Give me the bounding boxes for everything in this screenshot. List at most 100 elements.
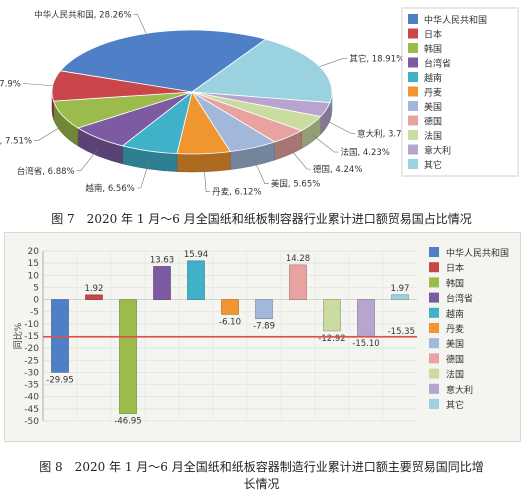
pie-data-label-item-3: 意大利, 3.74% xyxy=(357,128,415,139)
bar-reference-label: -15.35 xyxy=(388,327,415,337)
bar-legend-swatch-item-5 xyxy=(429,307,439,318)
pie-legend-swatch-item-4 xyxy=(408,57,418,68)
bar-data-label-item-8: 14.28 xyxy=(286,254,310,264)
bar-legend-label-item-4: 台湾省 xyxy=(446,293,473,305)
pie-chart: 中华人民共和国, 28.26% 其它, 18.91% 意大利, 3.74% 法国, 4… xyxy=(0,7,519,198)
pie-legend-swatch-item-9 xyxy=(408,130,418,140)
bar-item-8 xyxy=(289,264,307,300)
bar-data-label-item-3: -46.95 xyxy=(114,417,141,427)
pie-legend-label-item-11: 其它 xyxy=(424,159,442,171)
bar-item-2 xyxy=(85,294,103,300)
bar-legend-label-item-9: 法国 xyxy=(446,369,464,381)
pie-legend-swatch-item-5 xyxy=(408,72,418,82)
figure-8-caption: 图 8 2020 年 1 月～6 月全国纸和纸板容器制造行业累计进口额主要贸易国… xyxy=(0,459,523,493)
bar-legend-swatch-item-6 xyxy=(429,323,439,333)
bar-gridlines xyxy=(43,250,417,422)
pie-legend-swatch-item-11 xyxy=(408,159,418,169)
bar-y-tick-12: -35 xyxy=(24,381,39,391)
pie-data-label-item-8: 越南, 6.56% xyxy=(85,183,134,194)
pie-leader-item-7 xyxy=(203,164,211,193)
bar-item-1 xyxy=(51,299,69,373)
bar-legend-label-item-5: 越南 xyxy=(446,308,464,320)
pie-legend-label-item-8: 德国 xyxy=(424,116,442,128)
bar-legend-label-item-3: 韩国 xyxy=(446,277,464,289)
pie-legend-swatch-item-3 xyxy=(408,43,418,53)
pie-data-label-item-6: 美国, 5.65% xyxy=(271,179,320,190)
bar-item-3 xyxy=(119,299,137,414)
bar-item-11 xyxy=(391,294,409,300)
bar-y-tick-15: -50 xyxy=(24,417,39,427)
pie-data-label-item-7: 丹麦, 6.12% xyxy=(212,187,261,198)
bar-item-9 xyxy=(323,299,341,332)
figure-8-caption-line1: 图 8 2020 年 1 月～6 月全国纸和纸板容器制造行业累计进口额主要贸易国… xyxy=(39,460,484,474)
bar-series xyxy=(51,260,409,414)
pie-leader-item-1 xyxy=(133,14,147,34)
bar-y-tick-7: -10 xyxy=(24,320,39,330)
bar-item-7 xyxy=(255,299,273,320)
bar-item-4 xyxy=(153,266,171,300)
pie-data-label-item-4: 法国, 4.23% xyxy=(340,147,389,158)
pie-legend-label-item-3: 韩国 xyxy=(424,43,442,55)
bar-legend-swatch-item-3 xyxy=(429,277,439,288)
bar-y-tick-14: -45 xyxy=(24,405,39,415)
bar-chart-panel: 20 15 10 5 0 -5 -10 -15 -20 -25 -30 -35 -40 -45 -50 同比%… xyxy=(4,232,521,442)
bar-data-label-item-5: 15.94 xyxy=(184,250,208,260)
bar-y-tick-2: 15 xyxy=(28,259,39,269)
bar-legend-label-item-7: 美国 xyxy=(446,338,464,350)
bar-legend-swatch-item-11 xyxy=(429,399,439,409)
pie-legend-swatch-item-10 xyxy=(408,144,418,155)
pie-data-label-item-5: 德国, 4.24% xyxy=(313,164,362,175)
bar-y-axis-label: 同比% xyxy=(12,322,24,349)
figure-7-caption: 图 7 2020 年 1 月～6 月全国纸和纸板制容器行业累计进口额贸易国占比情… xyxy=(51,212,472,226)
pie-legend-label-item-7: 美国 xyxy=(424,101,442,113)
bar-legend-label-item-10: 意大利 xyxy=(446,384,473,396)
pie-leader-item-4 xyxy=(311,134,339,153)
pie-labels: 中华人民共和国, 28.26% 其它, 18.91% 意大利, 3.74% 法国, 4… xyxy=(0,10,415,198)
bar-legend-label-item-6: 丹麦 xyxy=(446,323,464,335)
bar-legend-swatch-item-8 xyxy=(429,353,439,364)
pie-leader-item-3 xyxy=(326,120,356,134)
pie-legend-swatch-item-6 xyxy=(408,86,418,97)
bar-legend-label-item-8: 德国 xyxy=(446,353,464,365)
pie-data-label-item-9: 台湾省, 6.88% xyxy=(17,166,75,177)
bar-data-label-item-7: -7.89 xyxy=(253,322,275,332)
bar-legend-label-item-11: 其它 xyxy=(446,399,464,411)
bar-legend-swatch-item-2 xyxy=(429,262,439,273)
pie-legend-label-item-6: 丹麦 xyxy=(424,87,442,99)
pie-top xyxy=(51,29,333,155)
bar-data-label-item-9: -12.92 xyxy=(318,334,345,344)
pie-leader-item-10 xyxy=(34,125,63,141)
pie-data-label-item-2: 其它, 18.91% xyxy=(349,53,404,64)
bar-item-6 xyxy=(221,299,239,315)
bar-legend-label-item-2: 日本 xyxy=(446,262,464,274)
bar-data-labels: -29.95 1.92 -46.95 13.63 15.94 -6.10 -7.89 14.2… xyxy=(46,250,409,427)
pie-legend-label-item-4: 台湾省 xyxy=(424,58,451,70)
pie-leader-item-11 xyxy=(22,83,53,87)
pie-legend-label-item-5: 越南 xyxy=(424,72,442,84)
pie-data-label-item-10: 韩国, 7.51% xyxy=(0,136,32,147)
pie-legend-label-item-1: 中华人民共和国 xyxy=(424,14,487,26)
pie-legend-swatch-item-1 xyxy=(408,14,418,24)
pie-leader-item-8 xyxy=(136,161,150,189)
bar-data-label-item-6: -6.10 xyxy=(219,317,241,327)
bar-legend-swatch-item-10 xyxy=(429,383,439,394)
bar-data-label-item-10: -15.10 xyxy=(352,339,379,349)
pie-data-label-item-1: 中华人民共和国, 28.26% xyxy=(34,10,131,21)
bar-y-tick-4: 5 xyxy=(33,283,39,293)
pie-leader-item-2 xyxy=(319,58,348,67)
bar-data-label-item-2: 1.92 xyxy=(85,284,104,294)
bar-y-tick-13: -40 xyxy=(24,393,39,403)
pie-legend-swatch-item-7 xyxy=(408,101,418,111)
figure-8-caption-line2: 长情况 xyxy=(243,477,280,491)
bar-y-tick-11: -30 xyxy=(24,368,39,378)
pie-legend-box xyxy=(401,7,519,177)
pie-leader-item-6 xyxy=(253,158,269,184)
bar-y-tick-9: -20 xyxy=(24,344,39,354)
bar-y-tick-1: 20 xyxy=(28,247,40,257)
bar-y-tick-6: -5 xyxy=(30,308,39,318)
bar-y-ticks: 20 15 10 5 0 -5 -10 -15 -20 -25 -30 -35 -40 -45 -50 xyxy=(24,247,39,427)
pie-chart-panel: 中华人民共和国, 28.26% 其它, 18.91% 意大利, 3.74% 法国, 4… xyxy=(0,0,523,206)
bar-chart: 20 15 10 5 0 -5 -10 -15 -20 -25 -30 -35 -40 -45 -50 同比%… xyxy=(12,247,509,427)
pie-legend-label-item-9: 法国 xyxy=(424,130,442,142)
